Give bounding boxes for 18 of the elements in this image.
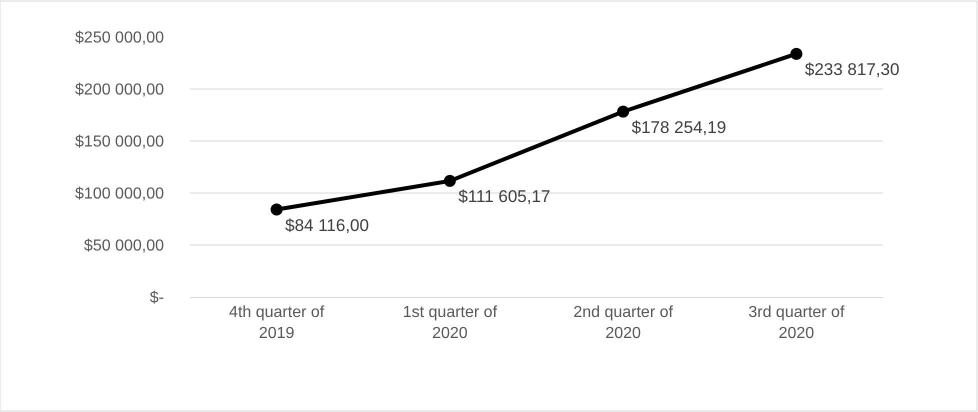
data-label: $178 254,19 (632, 118, 726, 137)
y-tick-label: $100 000,00 (75, 186, 164, 203)
point (617, 106, 630, 118)
y-tick-label: $200 000,00 (75, 82, 164, 99)
x-tick-label: 2nd quarter of 2020 (573, 304, 674, 342)
point (790, 48, 802, 60)
point (444, 174, 456, 187)
y-tick-label: $- (150, 290, 164, 307)
x-tick-label: 4th quarter of 2019 (229, 304, 325, 342)
data-label: $233 817,30 (804, 60, 900, 80)
x-tick-label: 3rd quarter of 2020 (748, 304, 845, 342)
data-label: $111 605,17 (458, 187, 550, 206)
y-tick-label: $150 000,00 (75, 134, 164, 151)
x-tick-label: 1st quarter of 2020 (402, 304, 498, 342)
point (270, 204, 283, 216)
data-label: $84 116,00 (285, 216, 369, 235)
y-tick-label: $250 000,00 (75, 30, 164, 47)
y-tick-label: $50 000,00 (84, 238, 164, 255)
